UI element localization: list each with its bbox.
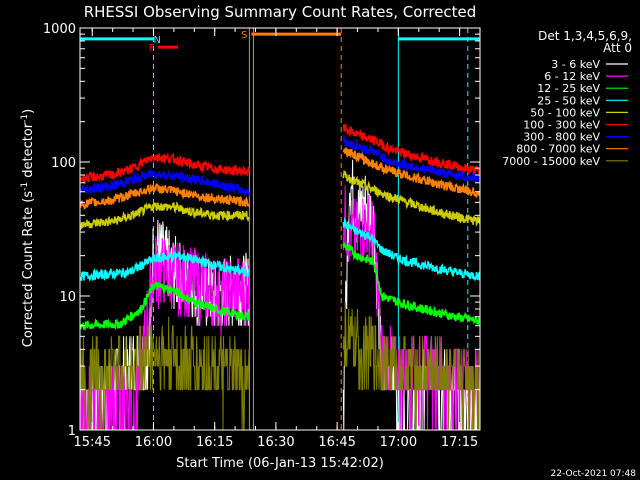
legend-label-2: 12 - 25 keV [537, 82, 600, 95]
y-axis-label: Corrected Count Rate (s-1 detector-1) [20, 109, 36, 347]
legend-label-6: 300 - 800 keV [523, 131, 600, 144]
plot-frame [79, 27, 481, 431]
legend-label-4: 50 - 100 keV [530, 106, 600, 119]
series-line-5-seg2 [342, 123, 480, 176]
legend-label-0: 3 - 6 keV [551, 58, 600, 71]
series-line-5-seg1 [80, 152, 250, 185]
flag-label-0: N [153, 35, 160, 46]
legend-label-8: 7000 - 15000 keV [502, 155, 600, 168]
legend-label-3: 25 - 50 keV [537, 94, 600, 107]
x-tick-label-6: 17:15 [441, 435, 478, 450]
chart-title: RHESSI Observing Summary Count Rates, Co… [84, 3, 477, 21]
x-axis-label: Start Time (06-Jan-13 15:42:02) [176, 456, 384, 471]
y-tick-label-2: 100 [51, 156, 76, 171]
x-tick-label-0: 15:45 [74, 435, 111, 450]
series-line-2-seg2 [342, 241, 480, 326]
series-line-7-seg1 [80, 182, 250, 210]
x-tick-label-1: 16:00 [135, 435, 172, 450]
x-tick-label-4: 16:45 [318, 435, 355, 450]
legend-header-line1: Det 1,3,4,5,6,9, [538, 29, 632, 43]
legend-label-1: 6 - 12 keV [544, 70, 600, 83]
x-tick-label-3: 16:30 [257, 435, 294, 450]
legend-label-7: 800 - 7000 keV [516, 143, 600, 156]
series-line-3-seg1 [80, 251, 250, 282]
series-line-7-seg2 [342, 147, 480, 199]
legend-label-5: 100 - 300 keV [523, 119, 600, 132]
flag-label-2: F [149, 43, 155, 54]
series-line-4-seg2 [342, 169, 480, 228]
series-line-6-seg1 [80, 167, 250, 198]
legend-header-line2: Att 0 [603, 41, 632, 55]
x-tick-label-5: 17:00 [380, 435, 417, 450]
series-line-6-seg2 [342, 136, 480, 185]
flag-label-3: S [241, 30, 247, 41]
y-tick-label-0: 1 [68, 424, 76, 439]
plot-area: NF S [80, 28, 480, 430]
series-line-8-seg2 [342, 302, 480, 430]
x-tick-label-2: 16:15 [196, 435, 233, 450]
series-line-8-seg1 [80, 316, 250, 430]
series-line-2-seg1 [80, 281, 250, 331]
axes: 15:45 16:00 16:15 16:30 16:45 17:00 17:15 1 10 10… [43, 22, 481, 450]
series-line-4-seg1 [80, 201, 250, 232]
y-tick-label-3: 1000 [43, 22, 76, 37]
series-line-3-seg2 [342, 217, 480, 282]
y-tick-label-1: 10 [59, 290, 76, 305]
series-line-1-seg1 [80, 236, 250, 430]
footer-date: 22-Oct-2021 07:48 [551, 469, 637, 479]
